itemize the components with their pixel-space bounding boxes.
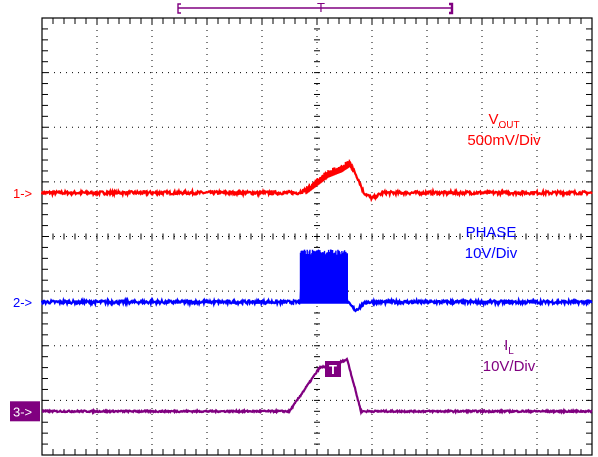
- channel-2-marker: 2->: [13, 295, 32, 310]
- label-1-name: VOUT: [488, 111, 519, 131]
- label-2-scale: 10V/Div: [465, 245, 518, 262]
- trace-phase: [40, 249, 593, 313]
- label-3-name: IL: [504, 337, 514, 357]
- trigger-position-marker: T: [317, 0, 325, 15]
- trace-v-out: [40, 159, 593, 203]
- traces: [40, 159, 593, 416]
- trace-line: [41, 357, 593, 416]
- channel-3-marker: 3->: [13, 404, 32, 419]
- trigger-level-box: [325, 361, 341, 377]
- trace-burst: [305, 159, 354, 195]
- channel-3-marker-box: [10, 401, 40, 422]
- label-2-name: PHASE: [466, 224, 517, 241]
- graticule: [41, 17, 593, 456]
- trace-burst: [299, 249, 348, 304]
- position-bracket-left: [177, 3, 181, 14]
- trigger-indicators: TT: [177, 0, 454, 377]
- label-1-scale: 500mV/Div: [467, 132, 541, 149]
- position-bracket-right: [449, 2, 454, 15]
- channel-1-marker: 1->: [13, 186, 32, 201]
- trigger-level-marker: T: [329, 362, 337, 377]
- trace-i-l: [41, 357, 593, 416]
- channel-markers: 1-> 2-> 3->: [10, 186, 40, 422]
- label-3-scale: 10V/Div: [483, 358, 536, 375]
